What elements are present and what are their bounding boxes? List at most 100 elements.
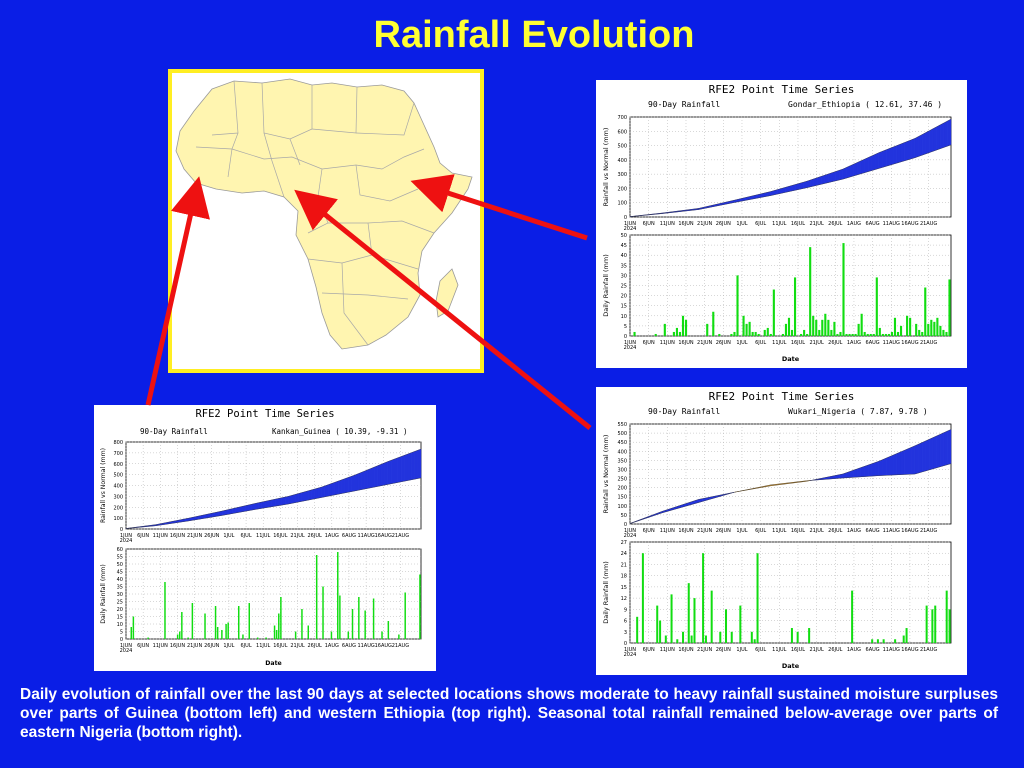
- surplus-band: [925, 130, 930, 155]
- chart-ethiopia: RFE2 Point Time Series 90-Day Rainfall Gon…: [596, 80, 967, 368]
- daily-bar: [869, 333, 872, 336]
- y-tick-label: 45: [117, 570, 123, 576]
- daily-bar: [796, 631, 799, 643]
- daily-bar: [896, 331, 900, 336]
- daily-bar: [750, 631, 753, 643]
- daily-bar: [730, 631, 733, 643]
- surplus-band: [857, 467, 862, 478]
- daily-bar: [769, 333, 772, 336]
- daily-bar: [221, 630, 223, 639]
- surplus-band: [835, 170, 840, 182]
- daily-bar: [945, 590, 948, 643]
- y-tick-label: 200: [617, 486, 627, 492]
- surplus-band: [357, 472, 362, 491]
- surplus-band: [918, 134, 923, 157]
- y-axis-label: Daily Rainfall (mm): [602, 254, 610, 316]
- surplus-band: [903, 140, 908, 162]
- daily-bar: [890, 331, 894, 336]
- y-axis-label: Daily Rainfall (mm): [602, 561, 610, 623]
- surplus-band: [311, 488, 316, 500]
- x-tick-label: 1JUN: [624, 528, 636, 534]
- daily-bar: [725, 609, 728, 643]
- surplus-band: [354, 473, 359, 492]
- y-tick-label: 300: [617, 467, 627, 473]
- surplus-band: [828, 172, 833, 183]
- y-tick-label: 15: [621, 585, 627, 591]
- y-tick-label: 21: [621, 562, 627, 568]
- surplus-band: [921, 132, 926, 156]
- surplus-band: [871, 154, 876, 171]
- daily-bar: [925, 605, 928, 643]
- daily-bar: [204, 613, 206, 639]
- daily-bar: [733, 331, 736, 336]
- surplus-band: [235, 506, 239, 514]
- x-tick-label: 1JUN: [624, 340, 636, 346]
- daily-bar: [948, 609, 951, 643]
- surplus-band: [308, 489, 312, 501]
- y-tick-label: 150: [617, 495, 627, 501]
- y-tick-label: 100: [617, 201, 627, 207]
- x-tick-label: 11JUN: [153, 533, 168, 539]
- y-tick-label: 100: [113, 516, 123, 522]
- daily-bar: [766, 327, 769, 336]
- daily-bar: [684, 319, 688, 336]
- surplus-band: [907, 447, 912, 475]
- daily-bar: [633, 331, 636, 336]
- surplus-band: [364, 469, 369, 490]
- x-tick-label: 6AUG: [342, 643, 356, 649]
- daily-bar: [800, 333, 803, 336]
- daily-bar: [663, 323, 666, 336]
- y-tick-label: 35: [117, 585, 123, 591]
- y-tick-label: 3: [624, 630, 627, 636]
- daily-bar: [756, 553, 759, 643]
- x-tick-label: 21JUN: [187, 643, 202, 649]
- daily-bar: [256, 637, 259, 639]
- surplus-band: [387, 460, 392, 485]
- x-tick-label: 1JUN: [624, 221, 636, 227]
- x-tick-label: 26JUN: [716, 340, 731, 346]
- y-tick-label: 10: [117, 622, 123, 628]
- x-tick-label: 6JUN: [137, 533, 149, 539]
- series-actual-line: [629, 429, 952, 524]
- series-normal-line: [629, 463, 952, 524]
- chart-location: Wukari_Nigeria ( 7.87, 9.78 ): [788, 407, 928, 416]
- x-tick-label: 11JUL: [772, 221, 786, 227]
- x-tick-label: 16JUL: [273, 643, 287, 649]
- surplus-band: [896, 143, 901, 164]
- surplus-band: [407, 452, 412, 481]
- surplus-band: [929, 128, 934, 153]
- daily-bar: [130, 627, 133, 639]
- surplus-band: [265, 500, 269, 509]
- daily-bar: [790, 329, 794, 336]
- daily-bar: [924, 287, 927, 336]
- daily-bar: [164, 582, 166, 639]
- daily-bar: [790, 628, 793, 643]
- surplus-band: [288, 495, 292, 505]
- daily-bar: [893, 317, 897, 336]
- daily-bar: [404, 592, 406, 639]
- surplus-band: [361, 470, 365, 490]
- y-tick-label: 50: [621, 513, 627, 519]
- surplus-band: [885, 148, 890, 167]
- x-tick-label: 16JUN: [678, 221, 693, 227]
- daily-bar: [322, 586, 324, 639]
- daily-bar: [921, 331, 924, 336]
- y-tick-label: 0: [624, 641, 627, 647]
- x-tick-label: 1AUG: [847, 647, 861, 653]
- page-title: Rainfall Evolution: [373, 14, 695, 56]
- x-tick-year: 2024: [120, 538, 133, 544]
- x-tick-label: 16JUL: [791, 647, 805, 653]
- x-tick-label: 11AUG: [883, 647, 900, 653]
- y-tick-label: 100: [617, 504, 627, 510]
- surplus-band: [857, 160, 862, 176]
- daily-bar: [809, 247, 812, 336]
- daily-bar: [656, 605, 659, 643]
- surplus-band: [397, 456, 402, 483]
- y-tick-label: 60: [117, 547, 123, 553]
- y-tick-label: 15: [621, 304, 627, 310]
- surplus-band: [318, 486, 322, 499]
- x-tick-label: 1JUN: [120, 533, 132, 539]
- x-tick-label: 26JUN: [716, 647, 731, 653]
- daily-bar: [702, 553, 705, 643]
- daily-bar: [315, 555, 318, 639]
